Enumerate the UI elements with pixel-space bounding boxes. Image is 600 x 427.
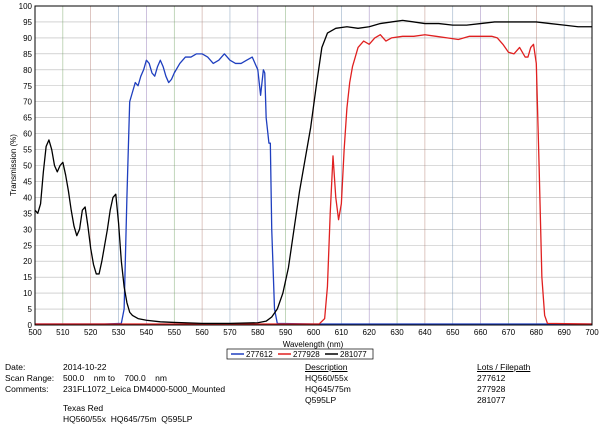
y-tick-label: 5 — [28, 305, 33, 314]
y-tick-label: 95 — [23, 18, 32, 27]
comments-line-3: HQ560/55x HQ645/75m Q595LP — [63, 414, 193, 424]
x-tick-label: 690 — [557, 328, 571, 337]
transmission-chart: 0510152025303540455055606570758085909510… — [9, 2, 599, 360]
date-label: Date: — [5, 362, 26, 372]
y-tick-label: 40 — [23, 193, 32, 202]
y-tick-label: 75 — [23, 82, 32, 91]
legend-box — [226, 348, 374, 360]
legend-label-277928: 277928 — [293, 350, 320, 359]
comments-value: 231FL1072_Leica DM4000-5000_Mounted — [63, 384, 226, 394]
lot-item-2: 277928 — [477, 384, 506, 394]
y-tick-labels: 0 5 10 15 20 25 30 35 40 45 50 55 60 65 70 75 80 85 90 95 10… — [19, 2, 33, 330]
y-tick-label: 90 — [23, 34, 32, 43]
legend-label-281077: 281077 — [340, 350, 367, 359]
y-tick-label: 10 — [23, 289, 32, 298]
series-line-277612 — [35, 53, 592, 325]
description-item-1: HQ560/55x — [305, 373, 348, 383]
x-tick-label: 680 — [530, 328, 544, 337]
x-tick-label: 610 — [335, 328, 349, 337]
y-tick-label: 25 — [23, 241, 32, 250]
x-gridlines — [62, 6, 565, 325]
lot-item-3: 281077 — [477, 395, 506, 405]
scan-range-value: 500.0 nm to 700.0 nm — [63, 373, 167, 383]
x-tick-label: 550 — [168, 328, 182, 337]
x-tick-label: 570 — [223, 328, 237, 337]
lots-header: Lots / Filepath — [477, 362, 531, 372]
series-line-277928 — [35, 34, 593, 325]
x-tick-label: 600 — [307, 328, 321, 337]
comments-label: Comments: — [5, 384, 49, 394]
y-tick-label: 60 — [23, 130, 32, 139]
x-tick-label: 540 — [140, 328, 154, 337]
y-tick-label: 0 — [28, 321, 33, 330]
description-item-3: Q595LP — [305, 395, 337, 405]
legend: 277612 277928 281077 — [226, 348, 374, 360]
comments-line-2: Texas Red — [63, 403, 104, 413]
x-tick-label: 660 — [474, 328, 488, 337]
x-tick-label: 700 — [585, 328, 599, 337]
y-tick-label: 85 — [23, 50, 32, 59]
series-line-281077 — [34, 19, 592, 325]
lot-item-1: 277612 — [477, 373, 506, 383]
y-tick-label: 70 — [23, 98, 32, 107]
x-tick-labels: 500 510 520 530 540 550 560 570 580 590 600 610 620 6… — [28, 328, 599, 337]
series-lines — [34, 19, 593, 325]
legend-label-277612: 277612 — [246, 350, 273, 359]
x-tick-label: 670 — [502, 328, 516, 337]
y-tick-label: 55 — [23, 146, 32, 155]
x-tick-label: 580 — [251, 328, 265, 337]
y-axis-label: Transmission (%) — [9, 134, 18, 196]
x-tick-label: 510 — [56, 328, 70, 337]
plot-frame — [34, 5, 593, 326]
x-tick-label: 530 — [112, 328, 126, 337]
y-tick-label: 35 — [23, 209, 32, 218]
description-header: Description — [305, 362, 348, 372]
y-tick-label: 65 — [23, 114, 32, 123]
y-tick-label: 100 — [19, 2, 33, 11]
y-tick-label: 45 — [23, 177, 32, 186]
y-tick-label: 15 — [23, 273, 32, 282]
x-tick-label: 520 — [84, 328, 98, 337]
date-value: 2014-10-22 — [63, 362, 107, 372]
y-tick-label: 80 — [23, 66, 32, 75]
x-tick-label: 630 — [390, 328, 404, 337]
scan-range-label: Scan Range: — [5, 373, 55, 383]
x-tick-label: 590 — [279, 328, 293, 337]
x-tick-label: 500 — [28, 328, 42, 337]
y-tick-label: 50 — [23, 162, 32, 171]
y-tick-label: 20 — [23, 257, 32, 266]
x-tick-label: 620 — [363, 328, 377, 337]
description-item-2: HQ645/75m — [305, 384, 351, 394]
x-axis-label: Wavelength (nm) — [283, 340, 344, 349]
y-tick-label: 30 — [23, 225, 32, 234]
x-tick-label: 650 — [446, 328, 460, 337]
x-tick-label: 640 — [418, 328, 432, 337]
x-tick-label: 560 — [195, 328, 209, 337]
